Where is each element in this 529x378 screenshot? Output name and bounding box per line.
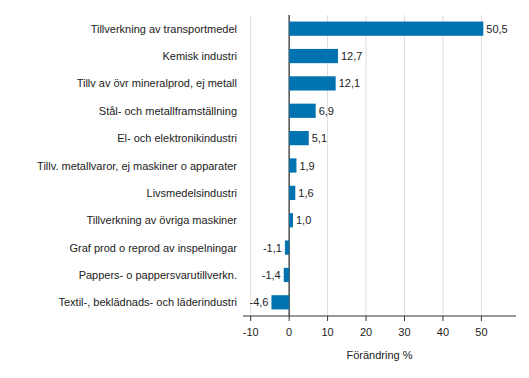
tick-label: 50 [475,326,487,338]
category-label: Pappers- o pappersvarutillverkn. [79,269,237,281]
data-label: 1,6 [298,187,313,199]
category-label: Tillv. metallvaror, ej maskiner o appara… [37,160,237,172]
tick [289,316,290,321]
data-label: 6,9 [319,105,334,117]
category-label: Stål- och metallframställning [99,105,237,117]
data-label: 50,5 [486,23,507,35]
tick-label: 10 [321,326,333,338]
x-axis [243,316,516,317]
tick-label: 30 [398,326,410,338]
grid-line [250,15,251,316]
tick-label: 20 [360,326,372,338]
bar [271,295,289,309]
category-label: Livsmedelsindustri [147,187,237,199]
category-label: Tillv av övr mineralprod, ej metall [77,77,237,89]
bar [289,104,316,118]
data-label: 12,1 [339,77,360,89]
tick [366,316,367,321]
data-label: 12,7 [341,50,362,62]
bar [289,158,296,172]
data-label: 1,9 [299,160,314,172]
bar [285,240,289,254]
tick-label: 0 [286,326,292,338]
category-label: El- och elektronikindustri [117,132,237,144]
tick [404,316,405,321]
axis-label: Förändring % [346,349,412,361]
bar [289,186,295,200]
category-label: Graf prod o reprod av inspelningar [69,242,237,254]
data-label: 1,0 [296,214,311,226]
bar [289,49,338,63]
grid-line [366,15,367,316]
category-label: Textil-, beklädnads- och läderindustri [58,296,237,308]
tick [442,316,443,321]
bar [289,22,483,36]
tick [327,316,328,321]
tick-label: 40 [437,326,449,338]
tick [481,316,482,321]
category-label: Tillverkning av transportmedel [91,23,237,35]
tick-label: -10 [243,326,259,338]
bar [289,76,336,90]
data-label: 5,1 [312,132,327,144]
bar [289,213,293,227]
grid-line [442,15,443,316]
data-label: -1,4 [262,269,281,281]
bar [289,131,309,145]
bar [284,268,289,282]
data-label: -1,1 [263,242,282,254]
data-label: -4,6 [249,296,268,308]
chart: -10 0 10 20 30 40 50 Tillverkning av transportm… [0,0,529,378]
category-label: Tillverkning av övriga maskiner [86,214,237,226]
grid-line [404,15,405,316]
category-label: Kemisk industri [162,50,237,62]
tick [250,316,251,321]
grid-line [481,15,482,316]
bars [271,22,483,310]
